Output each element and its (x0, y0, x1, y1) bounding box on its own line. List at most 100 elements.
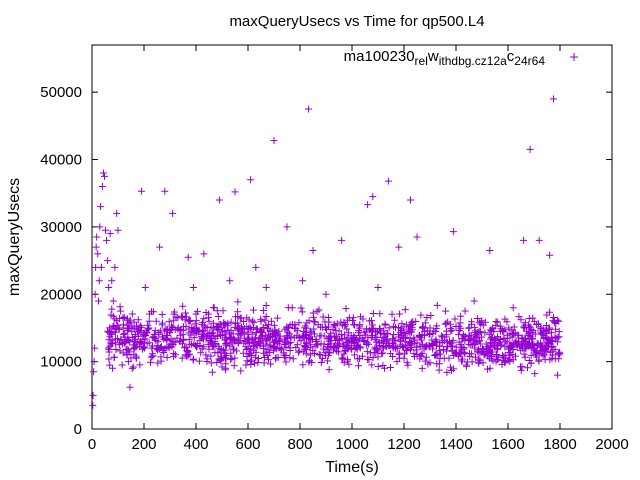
data-point (380, 336, 388, 344)
data-point (257, 315, 265, 323)
data-point (149, 350, 157, 358)
data-point (215, 355, 223, 363)
data-point (150, 333, 158, 341)
data-point (202, 351, 210, 359)
data-point (250, 342, 258, 350)
data-point (517, 366, 525, 374)
data-point (90, 368, 98, 376)
data-point (145, 317, 153, 325)
data-point (410, 353, 418, 361)
data-point (311, 330, 319, 338)
data-point (471, 344, 479, 352)
data-point (285, 323, 293, 331)
data-point (182, 343, 190, 351)
y-tick-label: 30000 (40, 219, 82, 236)
data-point (395, 350, 403, 358)
data-point (100, 172, 108, 180)
data-point (338, 236, 346, 244)
data-point (492, 321, 500, 329)
data-point (369, 193, 377, 201)
data-point (91, 344, 99, 352)
data-point (521, 353, 529, 361)
data-point (531, 370, 539, 378)
data-point (203, 355, 211, 363)
data-point (161, 187, 169, 195)
data-point (521, 319, 529, 327)
data-point (376, 310, 384, 318)
data-point (262, 302, 270, 310)
data-point (413, 339, 421, 347)
data-point (364, 333, 372, 341)
data-point (171, 351, 179, 359)
data-point (132, 342, 140, 350)
data-point (170, 353, 178, 361)
x-tick-label: 200 (131, 436, 156, 453)
data-point (299, 361, 307, 369)
data-point (271, 326, 279, 334)
data-point (550, 314, 557, 322)
data-point (182, 313, 190, 321)
data-point (95, 277, 103, 285)
data-point (274, 354, 282, 362)
data-point (90, 358, 98, 366)
data-point (219, 328, 227, 336)
data-point (388, 310, 396, 318)
data-point (493, 351, 501, 359)
data-point (442, 319, 450, 327)
data-point (373, 333, 381, 341)
data-point (549, 351, 557, 359)
data-point (177, 312, 185, 320)
data-point (481, 318, 489, 326)
data-point (244, 339, 252, 347)
data-point (535, 357, 543, 365)
data-point (448, 347, 456, 355)
data-point (528, 340, 536, 348)
data-point (290, 334, 298, 342)
data-point (173, 334, 181, 342)
data-point (509, 356, 517, 364)
data-point (247, 176, 255, 184)
data-point (252, 353, 260, 361)
data-point (458, 357, 466, 365)
data-point (160, 348, 168, 356)
data-point (188, 340, 196, 348)
data-point (433, 301, 441, 309)
data-point (437, 332, 445, 340)
data-point (506, 357, 514, 365)
data-point (200, 343, 208, 351)
data-point (238, 323, 245, 331)
data-point (513, 340, 521, 348)
data-point (520, 350, 528, 358)
x-tick-label: 400 (183, 436, 208, 453)
data-point (541, 345, 549, 353)
data-point (508, 333, 516, 341)
data-point (478, 317, 486, 325)
data-point (221, 334, 229, 342)
data-point (139, 330, 147, 338)
data-point (270, 137, 278, 145)
data-point (549, 317, 557, 325)
data-point (492, 358, 500, 366)
data-point (246, 349, 254, 357)
data-point (207, 352, 215, 360)
data-point (351, 351, 359, 359)
data-point (95, 297, 102, 305)
y-axis-title: maxQueryUsecs (6, 178, 23, 296)
data-point (508, 350, 516, 358)
data-point (249, 306, 257, 314)
data-point (232, 313, 240, 321)
data-point (147, 353, 155, 361)
data-point (111, 263, 119, 271)
data-point (373, 327, 381, 335)
axis-ticks: 0 200 400 600 800 1000 1200 1400 1600 1800 2000010… (40, 45, 629, 453)
data-point (115, 324, 123, 332)
data-point (266, 332, 274, 340)
data-point (117, 307, 125, 315)
data-point (134, 316, 142, 324)
data-point (260, 359, 268, 367)
data-point (228, 355, 236, 363)
data-point (409, 321, 417, 329)
data-point (299, 333, 307, 341)
data-point (470, 297, 478, 305)
data-point (282, 351, 290, 359)
